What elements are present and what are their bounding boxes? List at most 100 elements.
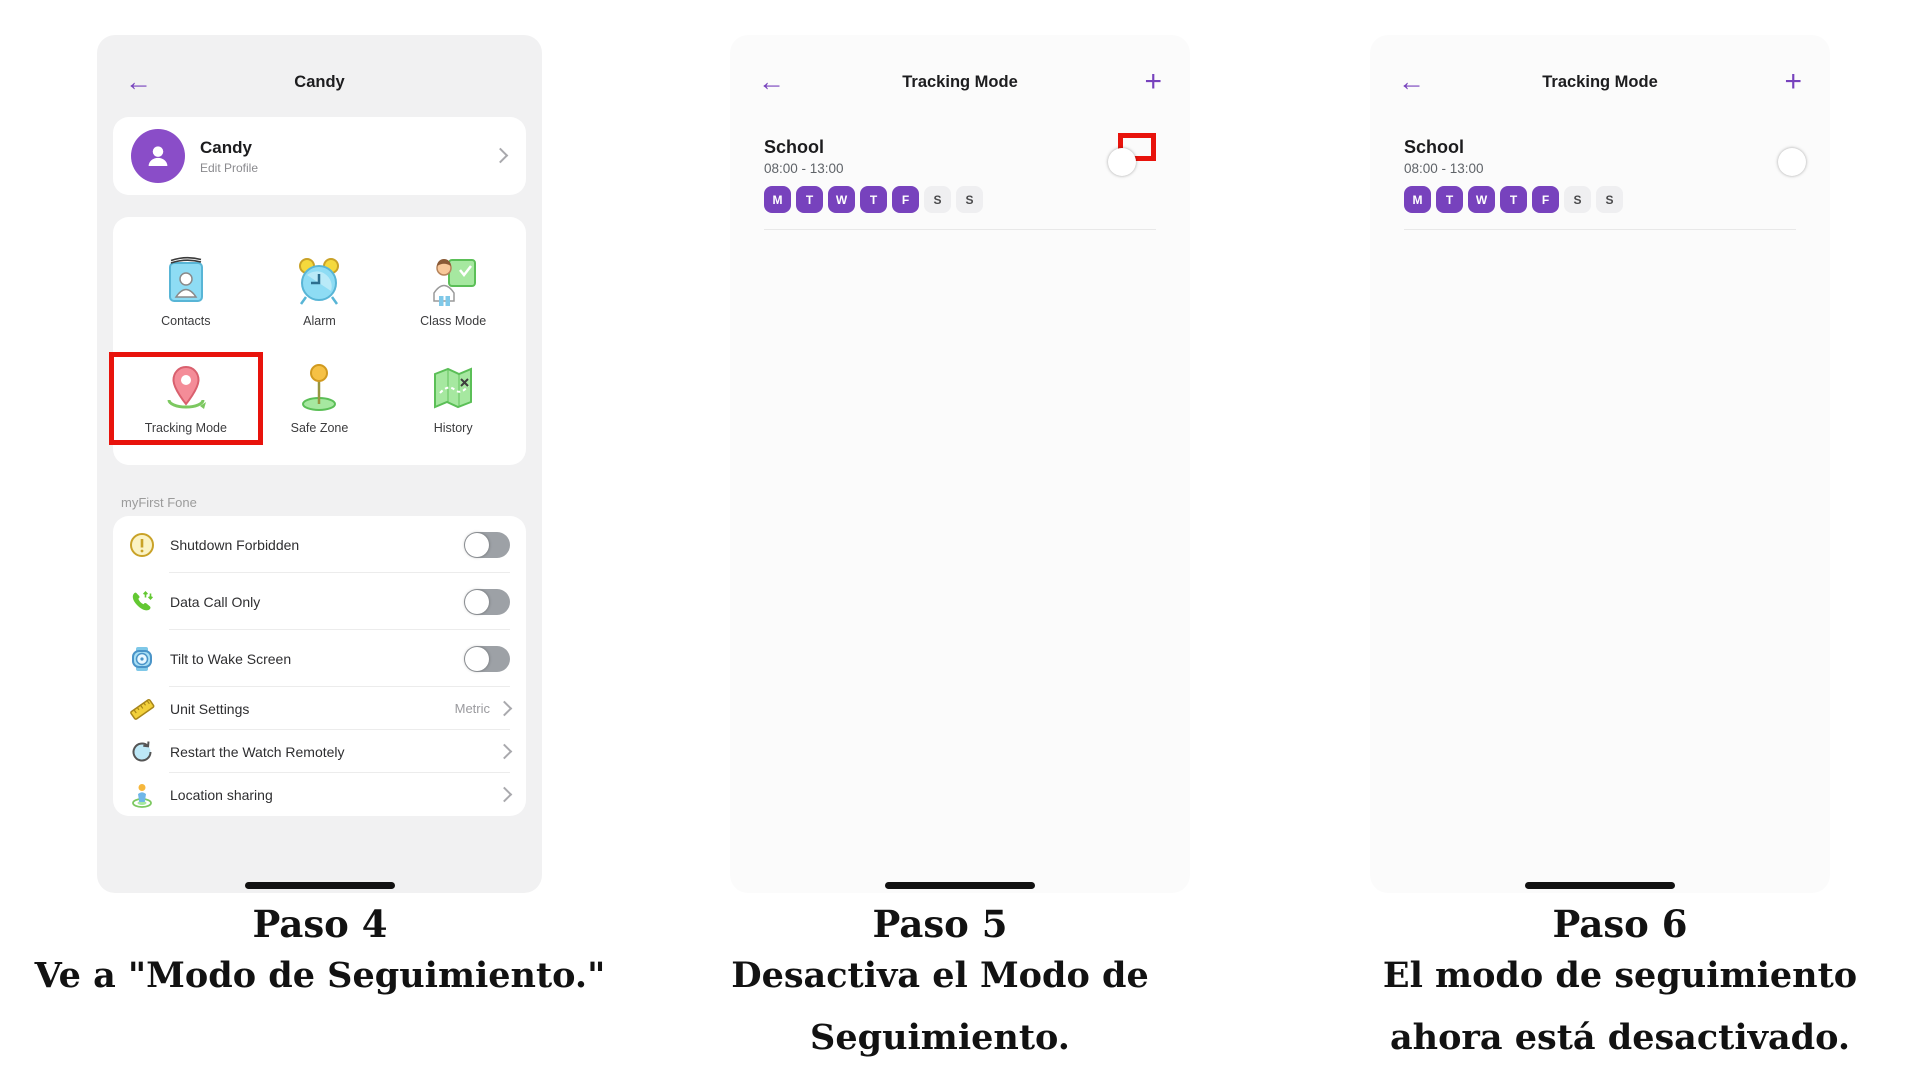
alarm-icon — [299, 258, 340, 305]
divider — [764, 229, 1156, 230]
setting-label: Location sharing — [170, 786, 273, 803]
back-arrow-icon[interactable]: ← — [125, 66, 152, 97]
add-icon[interactable]: + — [1144, 65, 1162, 98]
contacts-icon — [168, 256, 203, 302]
shutdown-icon — [130, 532, 154, 557]
day-chip[interactable]: W — [1468, 186, 1495, 213]
profile-card[interactable]: Candy Edit Profile — [113, 117, 526, 195]
profile-header: ← Candy — [97, 59, 542, 105]
back-arrow-icon[interactable]: ← — [758, 66, 785, 97]
caption-step-5: Paso 5 Desactiva el Modo de Seguimiento. — [660, 904, 1220, 1069]
step-text: Desactiva el Modo de — [731, 955, 1149, 996]
day-chip[interactable]: T — [860, 186, 887, 213]
page-title: Tracking Mode — [902, 72, 1018, 91]
data-call-icon — [132, 590, 153, 610]
day-chip[interactable]: T — [1500, 186, 1527, 213]
setting-location-sharing[interactable]: Location sharing — [129, 773, 513, 816]
page-title: Tracking Mode — [1542, 72, 1658, 91]
day-chip[interactable]: W — [828, 186, 855, 213]
chevron-right-icon — [496, 786, 513, 803]
schedule-name: School — [764, 136, 825, 157]
step-text: ahora está desactivado. — [1389, 1017, 1851, 1058]
avatar — [131, 129, 185, 183]
day-chip[interactable]: T — [796, 186, 823, 213]
day-chip[interactable]: S — [1596, 186, 1623, 213]
schedule-time: 08:00 - 13:00 — [1404, 161, 1484, 176]
setting-label: Tilt to Wake Screen — [170, 650, 292, 667]
step-text: Ve a "Modo de Seguimiento." — [34, 955, 606, 996]
day-chip[interactable]: S — [1564, 186, 1591, 213]
setting-shutdown-forbidden[interactable]: Shutdown Forbidden — [129, 516, 510, 573]
step-number: Paso 4 — [252, 902, 388, 946]
day-chip[interactable]: M — [1404, 186, 1431, 213]
step-number: Paso 6 — [1552, 902, 1688, 946]
day-chip[interactable]: S — [956, 186, 983, 213]
day-chip[interactable]: T — [1436, 186, 1463, 213]
restart-icon — [132, 740, 152, 761]
settings-list: Shutdown Forbidden Data Call Only Tilt t… — [113, 516, 526, 816]
history-icon — [434, 367, 473, 409]
profile-screen: ← Candy Candy Edit Profile Contacts Alar… — [97, 35, 542, 893]
unit-value: Metric — [454, 701, 490, 716]
section-label: myFirst Fone — [121, 495, 197, 510]
schedule-item: School 08:00 - 13:00 M T W T F S S — [764, 133, 1156, 230]
home-indicator — [1525, 882, 1675, 889]
divider — [1404, 229, 1796, 230]
schedule-item: School 08:00 - 13:00 M T W T F S S — [1404, 133, 1806, 230]
feature-safe-zone[interactable]: Safe Zone — [253, 362, 387, 435]
day-chip[interactable]: S — [924, 186, 951, 213]
feature-history[interactable]: History — [386, 362, 520, 435]
setting-data-call-only[interactable]: Data Call Only — [129, 573, 510, 630]
setting-label: Shutdown Forbidden — [170, 536, 300, 553]
chevron-right-icon — [496, 743, 513, 760]
back-arrow-icon[interactable]: ← — [1398, 66, 1425, 97]
feature-alarm[interactable]: Alarm — [253, 255, 387, 328]
feature-contacts[interactable]: Contacts — [119, 255, 253, 328]
day-chip[interactable]: M — [764, 186, 791, 213]
tilt-watch-icon — [132, 646, 152, 671]
edit-profile-label: Edit Profile — [200, 160, 259, 175]
feature-class-mode[interactable]: Class Mode — [386, 255, 520, 328]
tracking-screen-on: ← Tracking Mode + School 08:00 - 13:00 M… — [730, 35, 1190, 893]
setting-unit-settings[interactable]: Unit Settings Metric — [129, 687, 513, 730]
setting-tilt-to-wake[interactable]: Tilt to Wake Screen — [129, 630, 510, 687]
tilt-wake-toggle[interactable] — [464, 645, 510, 672]
step-text: Seguimiento. — [810, 1017, 1070, 1058]
caption-step-6: Paso 6 El modo de seguimiento ahora está… — [1310, 904, 1920, 1069]
day-chips: M T W T F S S — [764, 186, 1156, 213]
features-grid: Contacts Alarm Class Mode Tracking Mode … — [109, 217, 526, 465]
schedule-time: 08:00 - 13:00 — [764, 161, 844, 176]
tracking-mode-icon — [167, 365, 206, 409]
safe-zone-icon — [302, 364, 337, 411]
feature-label: History — [433, 421, 473, 435]
feature-label: Contacts — [161, 314, 211, 328]
step-text: El modo de seguimiento — [1382, 955, 1858, 996]
day-chips: M T W T F S S — [1404, 186, 1796, 213]
feature-label: Safe Zone — [290, 421, 349, 435]
home-indicator — [885, 882, 1035, 889]
tracking-header: ← Tracking Mode + — [730, 59, 1190, 105]
tracking-screen-off: ← Tracking Mode + School 08:00 - 13:00 M… — [1370, 35, 1830, 893]
step-number: Paso 5 — [872, 902, 1008, 946]
setting-label: Unit Settings — [170, 700, 250, 717]
shutdown-toggle[interactable] — [464, 531, 510, 558]
feature-label: Alarm — [303, 314, 336, 328]
highlight-box — [1108, 133, 1156, 176]
setting-label: Data Call Only — [170, 593, 261, 610]
day-chip[interactable]: F — [892, 186, 919, 213]
profile-name: Candy — [200, 137, 252, 157]
add-icon[interactable]: + — [1784, 65, 1802, 98]
schedule-name: School — [1404, 136, 1465, 157]
unit-settings-icon — [130, 698, 155, 720]
class-mode-icon — [433, 259, 477, 306]
chevron-right-icon — [496, 700, 513, 717]
data-call-toggle[interactable] — [464, 588, 510, 615]
toggle-wrap — [1758, 133, 1806, 176]
tracking-header: ← Tracking Mode + — [1370, 59, 1830, 105]
feature-tracking-mode[interactable]: Tracking Mode — [109, 352, 263, 445]
location-sharing-icon — [132, 783, 152, 808]
caption-step-4: Paso 4 Ve a "Modo de Seguimiento." — [30, 904, 610, 1007]
day-chip[interactable]: F — [1532, 186, 1559, 213]
home-indicator — [244, 882, 395, 889]
setting-restart-watch[interactable]: Restart the Watch Remotely — [129, 730, 513, 773]
